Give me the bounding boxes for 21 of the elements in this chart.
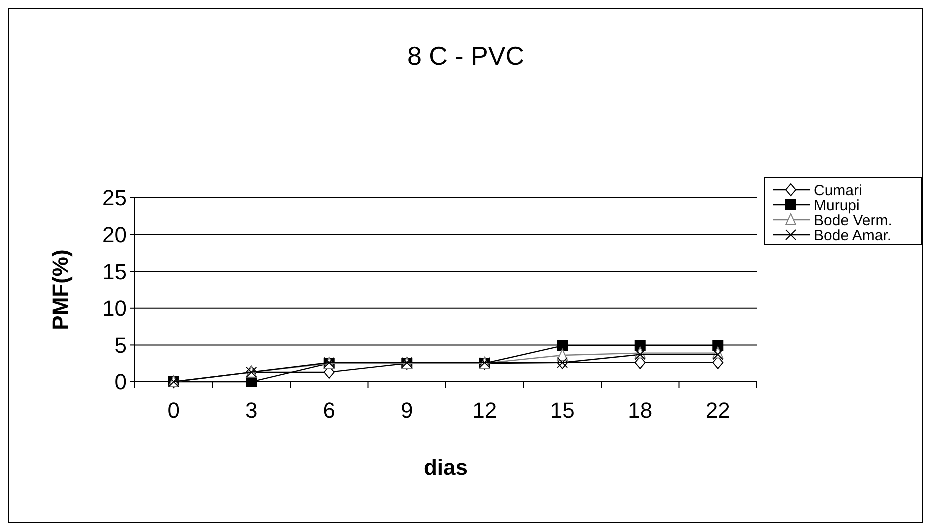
chart-title: 8 C - PVC xyxy=(407,41,525,71)
x-tick-label: 6 xyxy=(323,398,336,423)
legend-label: Bode Verm. xyxy=(814,212,892,230)
x-tick-label: 3 xyxy=(246,398,258,423)
legend-label: Murupi xyxy=(814,197,860,214)
y-axis-title: PMF(%) xyxy=(48,250,73,330)
y-tick-label: 25 xyxy=(102,186,127,211)
x-tick-label: 9 xyxy=(401,398,414,423)
y-tick-label: 15 xyxy=(102,259,127,284)
y-tick-label: 20 xyxy=(102,222,127,248)
x-tick-label: 18 xyxy=(628,398,653,423)
x-tick-label: 12 xyxy=(472,398,498,423)
x-axis-title: dias xyxy=(424,455,468,480)
x-tick-label: 22 xyxy=(706,398,730,423)
x-tick-label: 15 xyxy=(550,398,575,423)
y-tick-label: 5 xyxy=(114,332,127,358)
y-tick-label: 0 xyxy=(114,370,127,395)
y-tick-label: 10 xyxy=(102,296,127,322)
x-tick-label: 0 xyxy=(168,398,180,423)
legend-label: Bode Amar. xyxy=(814,227,892,244)
legend-label: Cumari xyxy=(814,182,862,200)
